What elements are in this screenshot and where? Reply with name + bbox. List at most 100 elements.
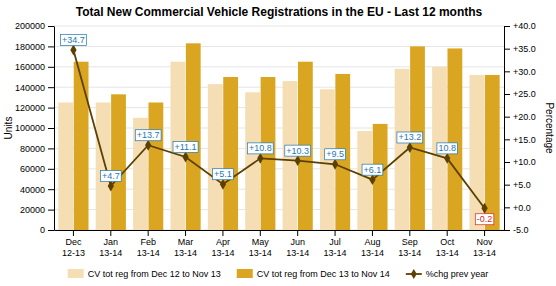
tick-label: Mar13-14: [174, 237, 197, 257]
tick: Jul13-14: [324, 230, 347, 258]
data-label: +34.7: [61, 35, 87, 46]
tick-label: 160000: [15, 62, 45, 72]
tick-label: Feb13-14: [137, 237, 160, 257]
grid-line: [54, 46, 504, 47]
tick-label: 80000: [20, 144, 45, 154]
data-label: +11.1: [173, 142, 198, 153]
tick-label-line: 13-14: [436, 248, 459, 258]
chart: Dec12-13Jan13-14Feb13-14Mar13-14Apr13-14…: [0, 0, 556, 286]
bar: [96, 103, 111, 231]
tick-label-line: Dec: [65, 237, 82, 247]
bar: [111, 94, 126, 230]
data-label: +4.7: [100, 171, 121, 182]
tick-label-line: 13-14: [137, 248, 160, 258]
tick-label: +30.0: [513, 67, 536, 77]
tick-label: -5.0: [513, 225, 529, 235]
tick-label: 40000: [20, 185, 45, 195]
tick-mark: [48, 148, 54, 149]
tick: Feb13-14: [137, 230, 160, 258]
grid-line: [54, 26, 504, 27]
tick-label: +10.0: [513, 157, 536, 167]
title: Total New Commercial Vehicle Registratio…: [76, 5, 483, 19]
data-label-text: +13.7: [137, 130, 160, 140]
tick-label: Aug13-14: [361, 237, 384, 257]
tick-mark: [504, 26, 510, 27]
tick-mark: [447, 230, 448, 236]
marker: [332, 159, 338, 170]
tick-mark: [185, 230, 186, 236]
tick: +30.0: [504, 67, 536, 77]
tick: +35.0: [504, 44, 536, 54]
tick-label: Jan13-14: [99, 237, 122, 257]
tick-label-line: May: [252, 237, 270, 247]
tick-mark: [504, 139, 510, 140]
data-label: +13.2: [397, 132, 423, 143]
tick: 200000: [15, 21, 54, 31]
tick: 100000: [15, 123, 54, 133]
tick-mark: [504, 117, 510, 118]
tick-label: 120000: [15, 103, 45, 113]
tick: +15.0: [504, 135, 536, 145]
legend-label: CV tot reg from Dec 12 to Nov 13: [88, 269, 221, 279]
marker: [220, 179, 226, 190]
tick-label: +40.0: [513, 21, 536, 31]
label-box: [397, 132, 423, 143]
label-box: [475, 214, 494, 225]
tick-label-line: 13-14: [249, 248, 272, 258]
tick-label-line: Aug: [364, 237, 380, 247]
x-axis: Dec12-13Jan13-14Feb13-14Mar13-14Apr13-14…: [55, 230, 505, 258]
legend-item: CV tot reg from Dec 13 to Nov 14: [237, 269, 390, 279]
tick-mark: [48, 87, 54, 88]
marker: [257, 153, 263, 164]
data-label: +13.7: [135, 130, 161, 141]
tick: Apr13-14: [211, 230, 234, 258]
data-label-text: +9.5: [326, 149, 344, 159]
bar: [208, 84, 223, 230]
tick-label: +25.0: [513, 89, 536, 99]
legend-item: CV tot reg from Dec 12 to Nov 13: [68, 269, 221, 279]
marker: [369, 174, 375, 185]
tick-mark: [372, 230, 373, 236]
tick-label-line: Jan: [104, 237, 119, 247]
tick: 140000: [15, 83, 54, 93]
tick-mark: [335, 230, 336, 236]
tick-label-line: 13-14: [99, 248, 122, 258]
tick-label: 180000: [15, 42, 45, 52]
tick-label-line: 12-13: [62, 248, 85, 258]
plot-area: [58, 43, 499, 230]
tick-mark: [48, 46, 54, 47]
tick-mark: [504, 207, 510, 208]
data-label-text: 10.8: [438, 143, 456, 153]
axis-line: [55, 230, 505, 231]
tick: +40.0: [504, 21, 536, 31]
tick: Nov13-14: [473, 230, 496, 258]
tick: Mar13-14: [174, 230, 197, 258]
tick-label: +20.0: [513, 112, 536, 122]
legend-label: %chg prev year: [426, 269, 489, 279]
marker: [70, 45, 76, 56]
label-box: [135, 130, 161, 141]
legend: CV tot reg from Dec 12 to Nov 13 CV tot r…: [68, 269, 489, 279]
tick-label: 200000: [15, 21, 45, 31]
tick-label-line: 13-14: [361, 248, 384, 258]
data-label: +6.1: [362, 164, 383, 175]
tick-mark: [504, 230, 510, 231]
data-label: +9.5: [325, 149, 346, 160]
tick: May13-14: [249, 230, 272, 258]
tick-mark: [148, 230, 149, 236]
tick-label: Dec12-13: [62, 237, 85, 257]
data-label-text: +10.8: [249, 143, 272, 153]
tick: Sep13-14: [398, 230, 421, 258]
tick-label-line: Sep: [402, 237, 418, 247]
data-label: -0.2: [475, 214, 494, 225]
tick-label-line: Jul: [329, 237, 341, 247]
grid: [54, 26, 504, 230]
marker: [407, 142, 413, 153]
label-box: [247, 143, 273, 154]
tick-mark: [110, 230, 111, 236]
tick: Oct13-14: [436, 230, 459, 258]
tick: Aug13-14: [361, 230, 384, 258]
tick: +0.0: [504, 203, 531, 213]
tick-label-line: 13-14: [174, 248, 197, 258]
tick-label: +5.0: [513, 180, 531, 190]
